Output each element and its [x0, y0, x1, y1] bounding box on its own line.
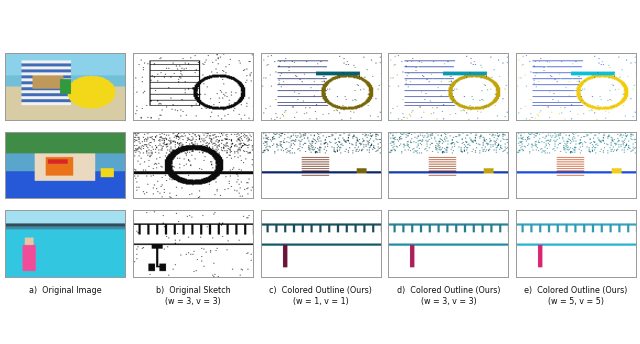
- Text: b)  Original Sketch
(w = 3, v = 3): b) Original Sketch (w = 3, v = 3): [156, 286, 230, 306]
- Text: e)  Colored Outline (Ours)
(w = 5, v = 5): e) Colored Outline (Ours) (w = 5, v = 5): [524, 286, 628, 306]
- Text: d)  Colored Outline (Ours)
(w = 3, v = 3): d) Colored Outline (Ours) (w = 3, v = 3): [397, 286, 500, 306]
- Text: a)  Original Image: a) Original Image: [29, 286, 102, 294]
- Text: c)  Colored Outline (Ours)
(w = 1, v = 1): c) Colored Outline (Ours) (w = 1, v = 1): [269, 286, 372, 306]
